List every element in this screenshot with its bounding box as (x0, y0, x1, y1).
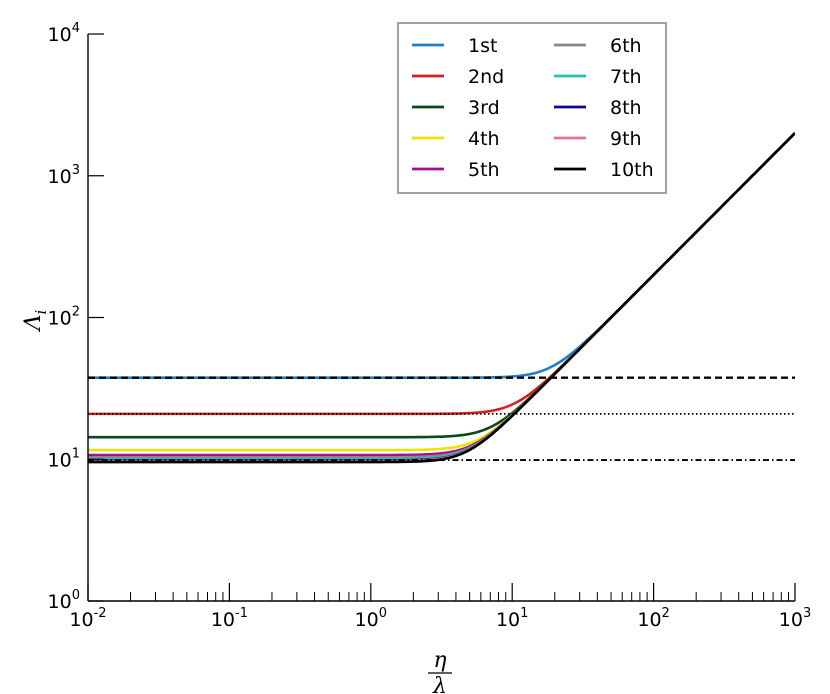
legend-label-6th: 6th (610, 35, 642, 57)
legend-label-10th: 10th (610, 159, 654, 181)
reference-lines (88, 376, 795, 461)
y-tick-labels: 100 101 102 103 104 (48, 21, 80, 613)
axes (87, 33, 796, 602)
y-axis-label-main: Λ (21, 314, 46, 332)
y-tick-label: 101 (48, 446, 80, 471)
legend-label-8th: 8th (610, 97, 642, 119)
x-tick-label: 102 (637, 606, 669, 631)
x-tick-label: 101 (496, 606, 528, 631)
x-tick-label: 10-2 (69, 606, 106, 631)
legend-label-1st: 1st (468, 35, 497, 57)
y-tick-label: 104 (48, 21, 80, 46)
x-tick-label: 10-1 (211, 606, 248, 631)
x-tick-label: 100 (355, 606, 387, 631)
x-axis-label: η λ (428, 648, 452, 694)
y-tick-label: 103 (48, 163, 80, 188)
x-axis-label-denominator: λ (432, 674, 447, 694)
legend-label-4th: 4th (468, 128, 500, 150)
svg-text:Λi: Λi (21, 309, 50, 332)
legend-label-2nd: 2nd (468, 66, 504, 88)
legend-label-7th: 7th (610, 66, 642, 88)
x-tick-label: 103 (779, 606, 811, 631)
y-tick-label: 102 (48, 305, 80, 330)
x-tick-labels: 10-2 10-1 100 101 102 103 (69, 606, 811, 631)
legend: 1st 2nd 3rd 4th 5th 6th 7th 8th 9th 10th (397, 22, 667, 194)
y-tick-label: 100 (48, 588, 80, 613)
x-axis-label-numerator: η (433, 648, 446, 673)
legend-label-5th: 5th (468, 159, 500, 181)
legend-label-3rd: 3rd (468, 97, 500, 119)
y-axis-label-sub: i (32, 309, 50, 314)
legend-label-9th: 9th (610, 128, 642, 150)
y-axis-label: Λi (21, 309, 50, 332)
